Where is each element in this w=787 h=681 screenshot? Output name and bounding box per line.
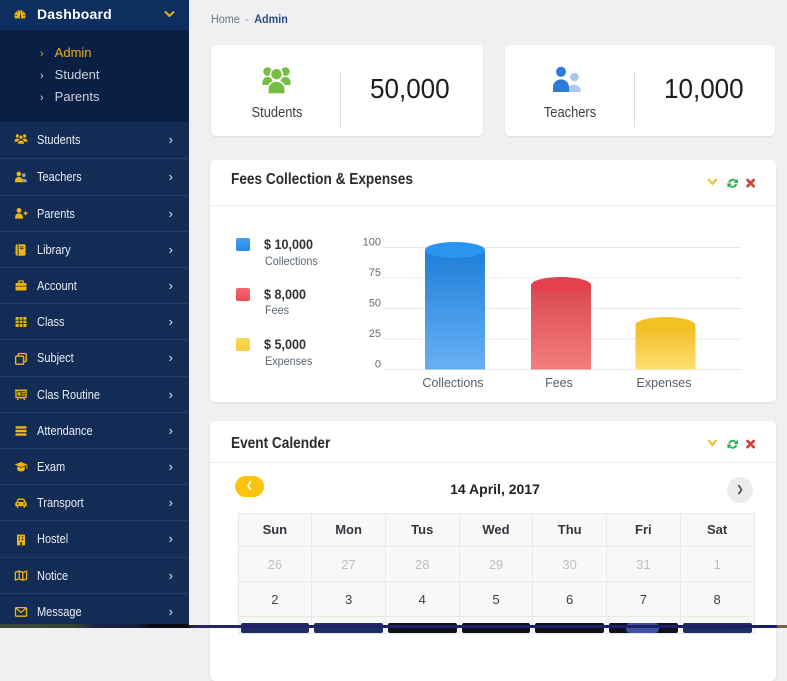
svg-text:Collections: Collections xyxy=(422,376,483,390)
svg-text:Expenses: Expenses xyxy=(637,376,692,390)
svg-text:100: 100 xyxy=(363,237,381,249)
svg-text:Fees: Fees xyxy=(545,376,573,390)
svg-text:50: 50 xyxy=(369,298,381,310)
svg-text:0: 0 xyxy=(375,359,381,371)
svg-text:25: 25 xyxy=(369,328,381,340)
svg-text:75: 75 xyxy=(369,267,381,279)
